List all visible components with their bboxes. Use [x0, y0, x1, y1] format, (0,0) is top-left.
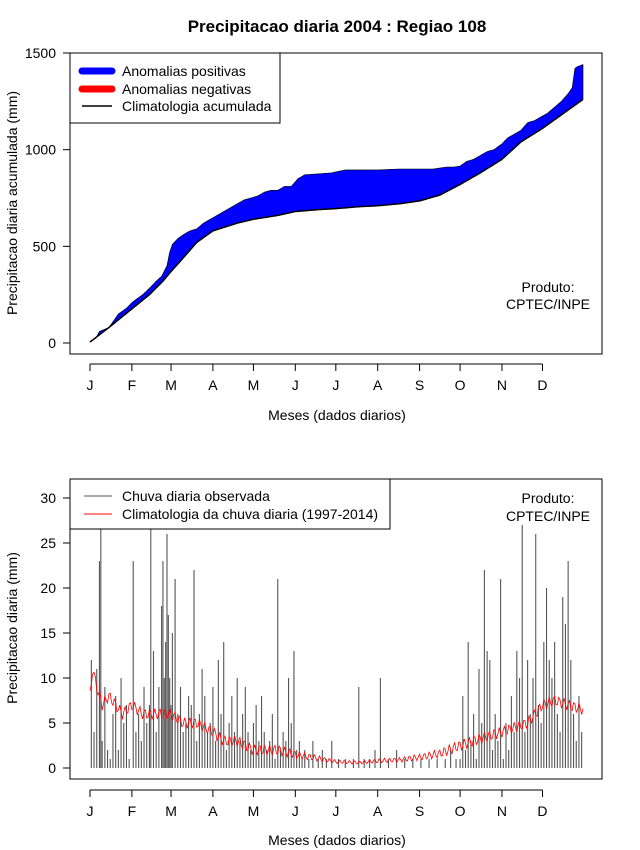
y-tick-label: 500: [33, 238, 57, 254]
x-tick-label: A: [373, 377, 383, 393]
x-tick-label: N: [497, 803, 507, 819]
x-tick-label: N: [497, 377, 507, 393]
y-tick-label: 1000: [25, 142, 56, 158]
x-tick-label: F: [128, 377, 137, 393]
top-y-label: Precipitacao diaria acumulada (mm): [4, 91, 20, 315]
top-legend: Anomalias positivas Anomalias negativas …: [69, 52, 281, 124]
legend-label-observed: Chuva diaria observada: [122, 488, 270, 504]
bottom-y-axis: 0 5 10 15 20 25 30: [40, 490, 71, 776]
legend-label-climatology-daily: Climatologia da chuva diaria (1997-2014): [122, 506, 378, 522]
x-tick-label: J: [87, 803, 94, 819]
y-tick-label: 0: [48, 335, 56, 351]
x-tick-label: F: [128, 803, 137, 819]
bottom-legend: Chuva diaria observada Climatologia da c…: [69, 478, 391, 530]
x-tick-label: S: [415, 377, 424, 393]
x-tick-label: M: [248, 803, 260, 819]
top-y-axis: 0 500 1000 1500: [25, 45, 71, 351]
x-tick-label: A: [208, 803, 218, 819]
y-tick-label: 0: [48, 760, 56, 776]
bottom-panel: 0 5 10 15 20 25 30 J F M A M J J A S O N D Meses (dados d…: [4, 478, 603, 848]
y-tick-label: 15: [40, 625, 56, 641]
top-panel: 0 500 1000 1500 J F M A M J J A S O N D Meses (dados d…: [4, 45, 603, 423]
x-tick-label: J: [292, 803, 299, 819]
x-tick-label: O: [455, 377, 466, 393]
x-tick-label: J: [332, 377, 339, 393]
cumulative-climatology-line: [89, 98, 584, 343]
x-tick-label: A: [208, 377, 218, 393]
x-tick-label: D: [537, 803, 547, 819]
top-product-label: Produto:: [522, 279, 575, 295]
x-tick-label: M: [165, 803, 177, 819]
x-tick-label: J: [292, 377, 299, 393]
y-tick-label: 1500: [25, 45, 56, 61]
y-tick-label: 20: [40, 580, 56, 596]
x-tick-label: S: [415, 803, 424, 819]
y-tick-label: 30: [40, 490, 56, 506]
bottom-x-label: Meses (dados diarios): [268, 832, 406, 848]
daily-rain-bars: [90, 525, 583, 768]
legend-label-climatology: Climatologia acumulada: [122, 98, 272, 114]
bottom-legend-box: [69, 478, 391, 530]
x-tick-label: M: [248, 377, 260, 393]
y-tick-label: 10: [40, 670, 56, 686]
y-tick-label: 5: [48, 715, 56, 731]
chart-title: Precipitacao diaria 2004 : Regiao 108: [188, 17, 487, 36]
x-tick-label: D: [537, 377, 547, 393]
top-product-source: CPTEC/INPE: [506, 296, 590, 312]
x-tick-label: J: [87, 377, 94, 393]
bottom-product-source: CPTEC/INPE: [506, 508, 590, 524]
legend-label-negative: Anomalias negativas: [122, 81, 251, 97]
x-tick-label: M: [165, 377, 177, 393]
x-tick-label: J: [332, 803, 339, 819]
legend-label-positive: Anomalias positivas: [122, 63, 246, 79]
y-tick-label: 25: [40, 535, 56, 551]
bottom-product-label: Produto:: [522, 490, 575, 506]
daily-climatology-line: [89, 671, 584, 765]
x-tick-label: A: [373, 803, 383, 819]
x-tick-label: O: [455, 803, 466, 819]
top-x-label: Meses (dados diarios): [268, 407, 406, 423]
bottom-y-label: Precipitacao diaria (mm): [4, 552, 20, 704]
